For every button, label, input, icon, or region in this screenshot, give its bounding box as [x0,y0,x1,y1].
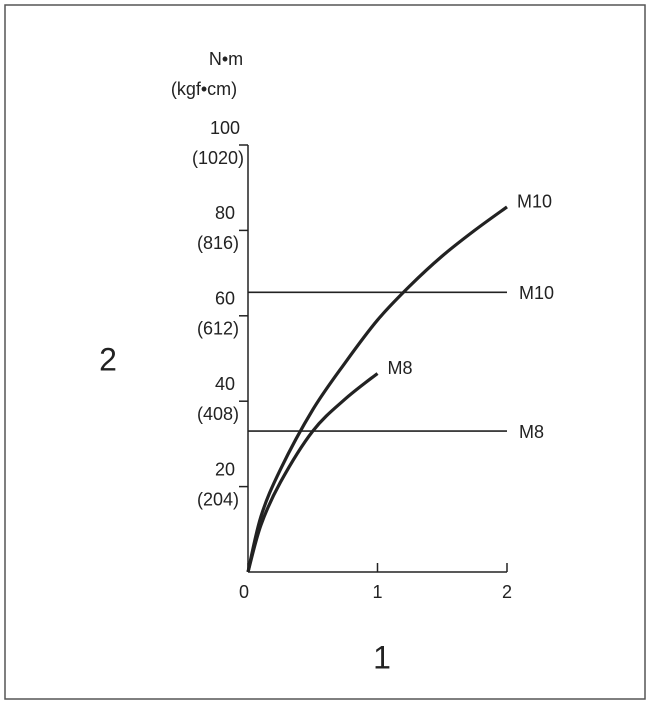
y2-tick-label: (204) [197,489,239,509]
torque-curve [246,372,379,573]
x-label: 1 [373,639,391,675]
series-label: M8 [388,358,413,378]
x-tick-label: 1 [372,582,382,602]
series-label: M10 [519,283,554,303]
y-tick-label: 20 [215,459,235,479]
y2-unit: (kgf•cm) [171,79,237,99]
y-tick-label: 60 [215,289,235,309]
y2-tick-label: (612) [197,319,239,339]
y-tick-label: 100 [210,118,240,138]
y-unit: N•m [209,49,243,69]
x-tick-label: 0 [239,582,249,602]
y-tick-label: 40 [215,374,235,394]
series-label: M10 [517,192,552,212]
torque-curve [246,205,508,573]
x-tick-label: 2 [502,582,512,602]
y2-tick-label: (816) [197,233,239,253]
frame [4,4,646,700]
series-label: M8 [519,422,544,442]
y2-tick-label: (1020) [192,148,244,168]
y-label: 2 [99,341,117,377]
y-tick-label: 80 [215,203,235,223]
y2-tick-label: (408) [197,404,239,424]
